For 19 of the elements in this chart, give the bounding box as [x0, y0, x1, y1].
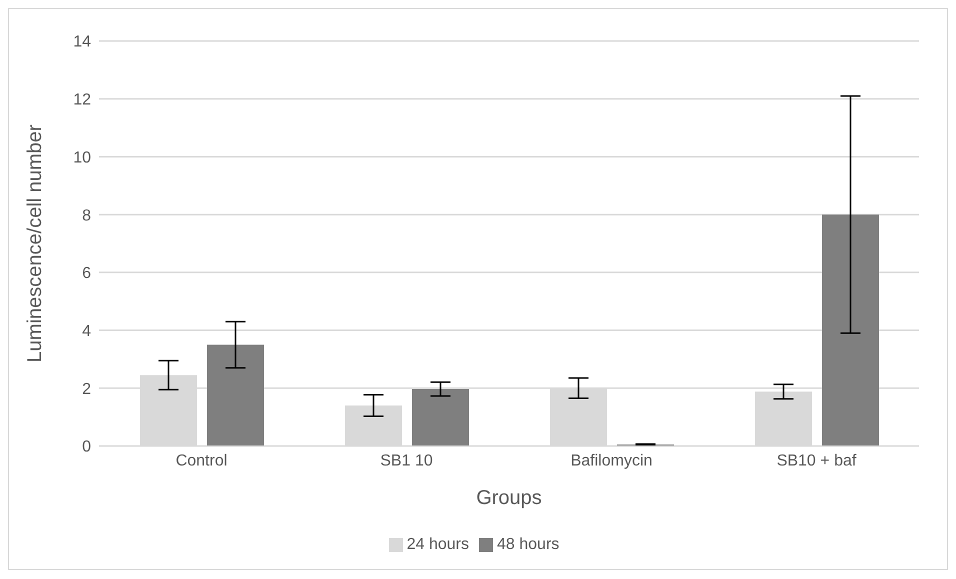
y-tick-label: 6	[82, 265, 92, 282]
x-axis-title: Groups	[476, 487, 542, 509]
legend-label: 48 hours	[497, 536, 560, 553]
x-tick-label: SB10 + baf	[776, 452, 857, 470]
bar	[207, 344, 264, 446]
x-tick-label: Bafilomycin	[570, 452, 652, 470]
y-tick-label: 2	[82, 380, 92, 398]
bar	[822, 214, 879, 446]
y-tick-label: 0	[82, 438, 92, 456]
y-tick-label: 4	[82, 322, 92, 340]
y-tick-label: 8	[82, 207, 92, 224]
y-tick-label: 10	[73, 149, 92, 166]
legend-label: 24 hours	[406, 536, 469, 553]
y-tick-label: 12	[73, 92, 92, 109]
bar	[412, 389, 469, 446]
y-tick-label: 14	[73, 34, 92, 51]
y-axis-title: Luminescence/cell number	[24, 124, 46, 362]
x-tick-label: Control	[176, 452, 228, 470]
x-tick-label: SB1 10	[380, 452, 433, 470]
